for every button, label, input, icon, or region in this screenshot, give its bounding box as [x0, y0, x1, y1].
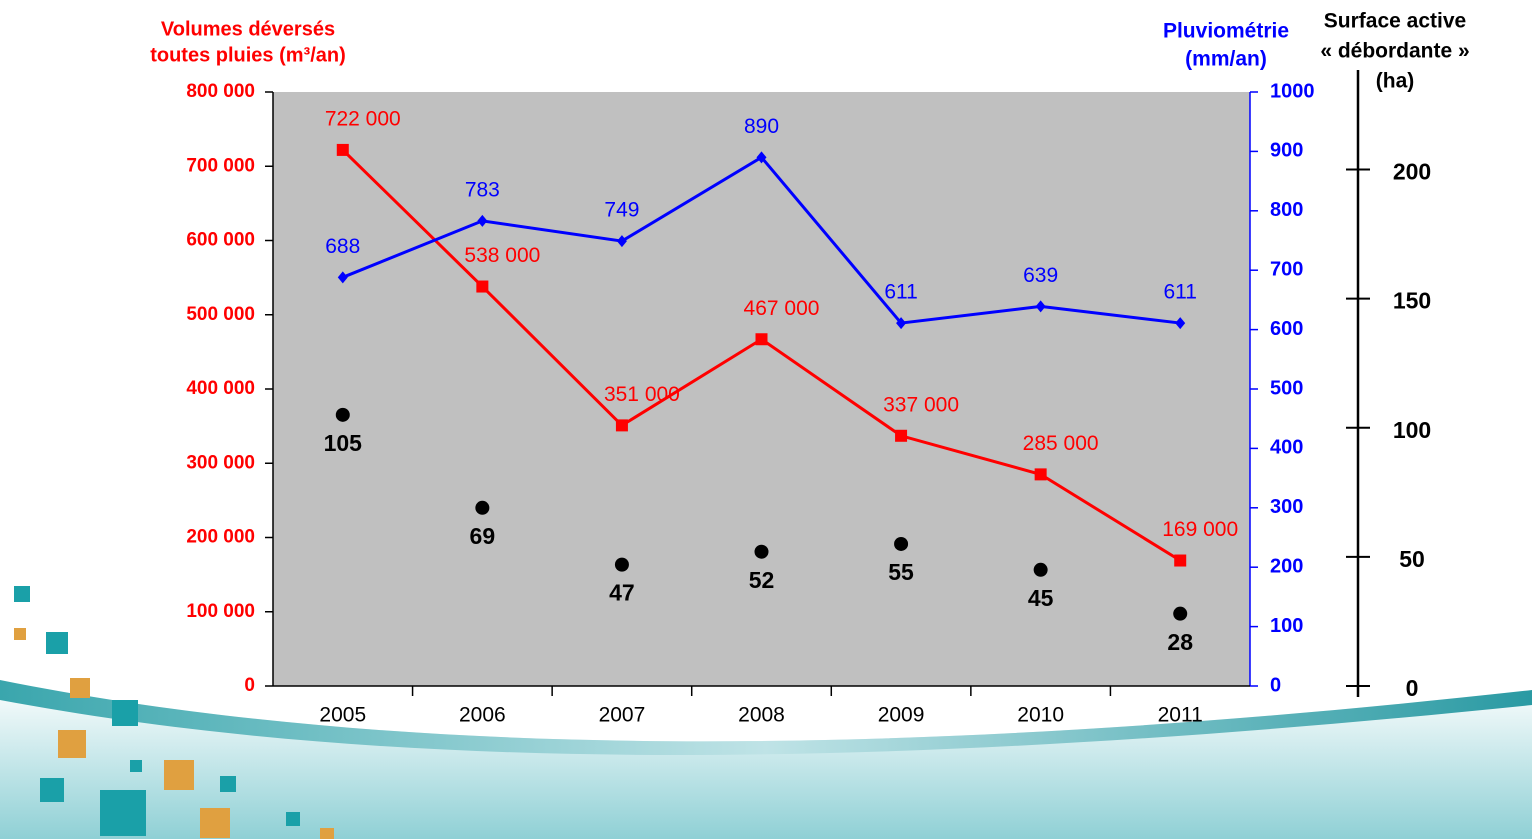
y3-tick-label: 150: [1393, 288, 1431, 314]
y2-tick-label: 200: [1270, 555, 1303, 577]
y2-tick-label: 0: [1270, 674, 1281, 696]
data-label: 611: [884, 281, 917, 304]
y-tick-label: 600 000: [186, 230, 255, 251]
x-tick-label: 2005: [319, 704, 366, 727]
data-point: [616, 419, 628, 431]
y2-tick-label: 500: [1270, 377, 1303, 399]
data-label: 611: [1163, 281, 1196, 304]
data-point: [756, 333, 768, 345]
plot-area: [273, 92, 1250, 686]
y3-tick-label: 0: [1406, 675, 1419, 701]
data-label: 351 000: [604, 383, 680, 406]
data-label: 28: [1167, 629, 1193, 655]
data-label: 47: [609, 580, 635, 606]
y3-axis-title: Surface active: [1324, 10, 1466, 33]
chart: 0 100 000 200 000 300 000 400 000 500 000 600 …: [0, 0, 1532, 839]
y3-tick-label: 200: [1393, 159, 1431, 185]
y2-tick-label: 100: [1270, 615, 1303, 637]
y2-tick-label: 800: [1270, 199, 1303, 221]
y2-tick-label: 600: [1270, 318, 1303, 340]
data-label: 169 000: [1162, 518, 1238, 541]
data-label: 749: [604, 199, 639, 222]
data-point: [615, 558, 629, 572]
y2-tick-label: 900: [1270, 140, 1303, 162]
data-label: 639: [1023, 264, 1058, 287]
y-tick-label: 200 000: [186, 527, 255, 548]
y2-tick-label: 1000: [1270, 80, 1315, 102]
x-tick-label: 2008: [738, 704, 785, 727]
data-label: 105: [324, 430, 363, 456]
y2-axis-title: (mm/an): [1185, 48, 1267, 71]
data-point: [1173, 607, 1187, 621]
y-axis-title: toutes pluies (m³/an): [150, 44, 346, 66]
data-point: [894, 537, 908, 551]
data-point: [336, 408, 350, 422]
y-axis-title: Volumes déversés: [161, 18, 335, 40]
data-point: [337, 144, 349, 156]
y-tick-label: 500 000: [186, 304, 255, 325]
data-label: 69: [470, 523, 496, 549]
data-label: 337 000: [883, 393, 959, 416]
x-tick-label: 2006: [459, 704, 506, 727]
data-label: 285 000: [1023, 432, 1099, 455]
data-label: 783: [465, 178, 500, 201]
data-label: 722 000: [325, 107, 401, 130]
data-point: [895, 430, 907, 442]
data-label: 52: [749, 567, 775, 593]
y3-axis-title: « débordante »: [1320, 40, 1469, 63]
y-tick-label: 400 000: [186, 378, 255, 399]
data-point: [476, 281, 488, 293]
data-point: [1035, 468, 1047, 480]
data-point: [475, 501, 489, 515]
x-tick-label: 2009: [878, 704, 925, 727]
x-tick-label: 2007: [599, 704, 646, 727]
y3-tick-label: 50: [1399, 546, 1425, 572]
data-label: 467 000: [744, 297, 820, 320]
y2-tick-label: 400: [1270, 437, 1303, 459]
y3-tick-label: 100: [1393, 417, 1431, 443]
y-tick-label: 100 000: [186, 601, 255, 622]
y-tick-label: 0: [244, 675, 255, 696]
y-tick-label: 800 000: [186, 81, 255, 102]
y3-axis-title: (ha): [1376, 70, 1415, 93]
data-label: 538 000: [464, 244, 540, 267]
y2-tick-label: 700: [1270, 258, 1303, 280]
data-label: 890: [744, 115, 779, 138]
y-tick-label: 700 000: [186, 155, 255, 176]
y-tick-label: 300 000: [186, 452, 255, 473]
data-point: [1034, 563, 1048, 577]
y2-axis-title: Pluviométrie: [1163, 20, 1289, 43]
data-label: 688: [325, 235, 360, 258]
data-point: [755, 545, 769, 559]
data-label: 55: [888, 559, 914, 585]
x-tick-label: 2011: [1158, 704, 1203, 727]
y2-tick-label: 300: [1270, 496, 1303, 518]
data-label: 45: [1028, 585, 1054, 611]
x-tick-label: 2010: [1017, 704, 1064, 727]
data-point: [1174, 555, 1186, 567]
